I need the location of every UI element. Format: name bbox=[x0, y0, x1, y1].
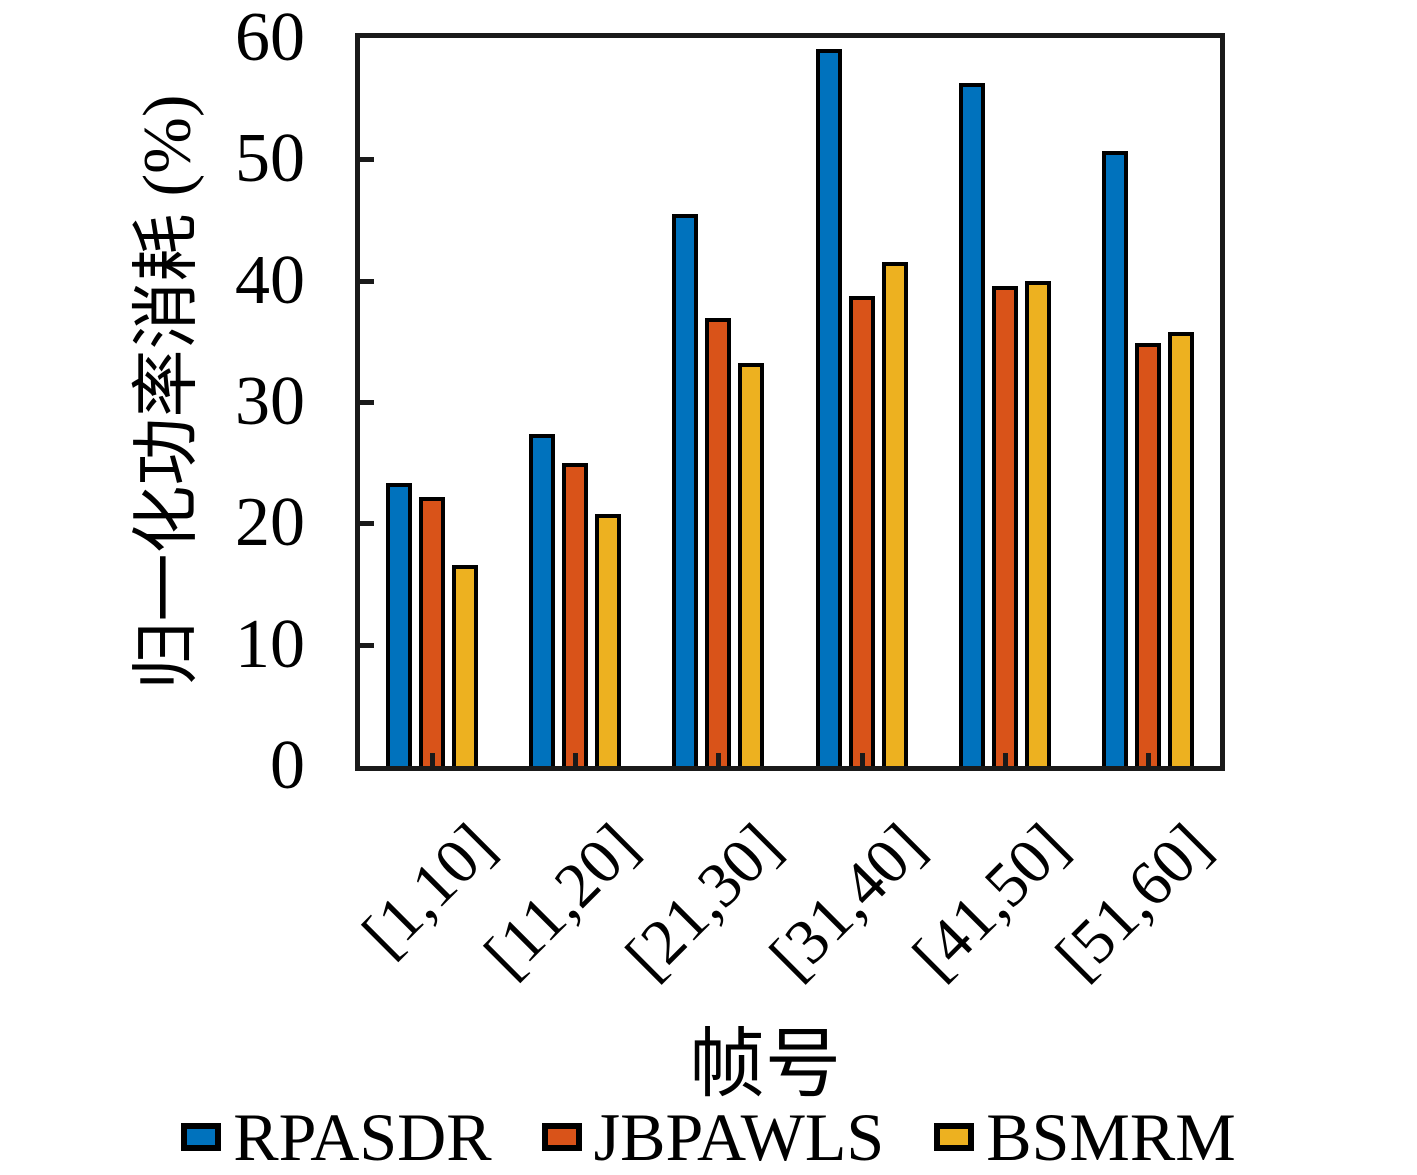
y-tick-label: 60 bbox=[235, 0, 305, 76]
bar-bsmrm-group2 bbox=[595, 514, 621, 766]
legend-item-jbpawls: JBPAWLS bbox=[541, 1099, 885, 1175]
y-tick-label: 50 bbox=[235, 120, 305, 197]
bar-bsmrm-group4 bbox=[882, 262, 908, 766]
bar-rpasdr-group4 bbox=[816, 49, 842, 766]
x-tick-mark bbox=[430, 753, 435, 766]
x-tick-mark bbox=[860, 753, 865, 766]
bar-rpasdr-group1 bbox=[386, 483, 412, 766]
bar-jbpawls-group2 bbox=[562, 463, 588, 766]
x-tick-mark bbox=[1003, 753, 1008, 766]
legend-item-rpasdr: RPASDR bbox=[181, 1099, 492, 1175]
bar-jbpawls-group6 bbox=[1135, 343, 1161, 766]
legend-swatch-icon bbox=[934, 1123, 975, 1151]
y-tick-mark bbox=[360, 643, 374, 648]
y-tick-mark bbox=[360, 279, 374, 284]
legend: RPASDR JBPAWLS BSMRM bbox=[0, 1097, 1417, 1175]
bar-jbpawls-group5 bbox=[992, 286, 1018, 766]
x-tick-mark bbox=[1146, 753, 1151, 766]
x-tick-mark bbox=[716, 753, 721, 766]
plot-area bbox=[355, 33, 1225, 771]
bar-rpasdr-group5 bbox=[959, 83, 985, 766]
bar-bsmrm-group6 bbox=[1168, 332, 1194, 766]
bar-rpasdr-group3 bbox=[672, 214, 698, 766]
y-tick-label: 20 bbox=[235, 484, 305, 561]
legend-swatch-icon bbox=[181, 1123, 222, 1151]
legend-label: BSMRM bbox=[986, 1099, 1236, 1175]
y-tick-label: 40 bbox=[235, 242, 305, 319]
legend-label: JBPAWLS bbox=[593, 1099, 885, 1175]
y-tick-label: 30 bbox=[235, 363, 305, 440]
legend-swatch-icon bbox=[541, 1123, 582, 1151]
y-tick-mark bbox=[360, 157, 374, 162]
y-tick-label: 10 bbox=[235, 606, 305, 683]
bar-jbpawls-group4 bbox=[849, 296, 875, 766]
bar-jbpawls-group3 bbox=[705, 318, 731, 766]
x-tick-mark bbox=[573, 753, 578, 766]
x-axis-label: 帧号 bbox=[689, 1023, 841, 1107]
legend-label: RPASDR bbox=[233, 1099, 492, 1175]
y-tick-label: 0 bbox=[270, 727, 305, 804]
bar-rpasdr-group2 bbox=[529, 434, 555, 766]
y-tick-mark bbox=[360, 521, 374, 526]
bar-jbpawls-group1 bbox=[419, 497, 445, 766]
bar-bsmrm-group5 bbox=[1025, 281, 1051, 766]
legend-item-bsmrm: BSMRM bbox=[934, 1099, 1236, 1175]
bar-rpasdr-group6 bbox=[1102, 151, 1128, 766]
bar-bsmrm-group1 bbox=[452, 565, 478, 766]
y-tick-mark bbox=[360, 400, 374, 405]
bar-bsmrm-group3 bbox=[738, 363, 764, 766]
